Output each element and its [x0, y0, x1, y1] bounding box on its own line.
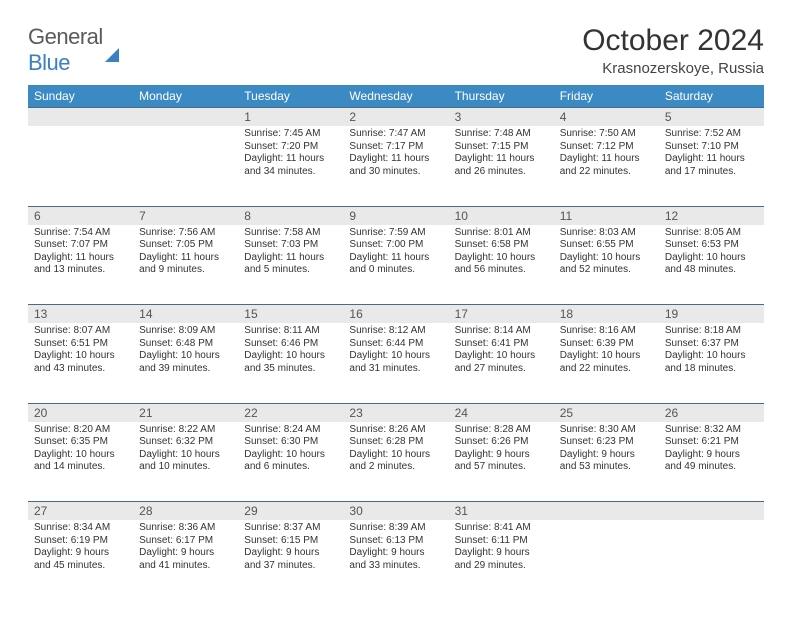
day-cell: Sunrise: 8:01 AMSunset: 6:58 PMDaylight:… [449, 225, 554, 305]
day-number: 15 [238, 305, 343, 324]
day-cell: Sunrise: 8:20 AMSunset: 6:35 PMDaylight:… [28, 422, 133, 502]
day-number: 16 [343, 305, 448, 324]
day-number: 13 [28, 305, 133, 324]
day-cell: Sunrise: 7:45 AMSunset: 7:20 PMDaylight:… [238, 126, 343, 206]
day-cell [133, 126, 238, 206]
day-number: 9 [343, 206, 448, 225]
day-cell: Sunrise: 8:26 AMSunset: 6:28 PMDaylight:… [343, 422, 448, 502]
day-cell: Sunrise: 8:03 AMSunset: 6:55 PMDaylight:… [554, 225, 659, 305]
day-cell: Sunrise: 8:24 AMSunset: 6:30 PMDaylight:… [238, 422, 343, 502]
day-header-cell: Monday [133, 85, 238, 108]
day-cell: Sunrise: 8:14 AMSunset: 6:41 PMDaylight:… [449, 323, 554, 403]
day-number: 17 [449, 305, 554, 324]
day-cell: Sunrise: 8:39 AMSunset: 6:13 PMDaylight:… [343, 520, 448, 600]
day-cell: Sunrise: 7:59 AMSunset: 7:00 PMDaylight:… [343, 225, 448, 305]
day-cell: Sunrise: 7:54 AMSunset: 7:07 PMDaylight:… [28, 225, 133, 305]
day-number: 24 [449, 403, 554, 422]
day-number [28, 108, 133, 127]
day-number [659, 502, 764, 521]
day-number: 21 [133, 403, 238, 422]
day-header-cell: Friday [554, 85, 659, 108]
day-cell: Sunrise: 8:05 AMSunset: 6:53 PMDaylight:… [659, 225, 764, 305]
day-number: 23 [343, 403, 448, 422]
day-cell: Sunrise: 8:12 AMSunset: 6:44 PMDaylight:… [343, 323, 448, 403]
day-header-cell: Saturday [659, 85, 764, 108]
day-number: 29 [238, 502, 343, 521]
calendar-table: SundayMondayTuesdayWednesdayThursdayFrid… [28, 85, 764, 600]
day-number: 28 [133, 502, 238, 521]
day-number: 26 [659, 403, 764, 422]
day-header-cell: Tuesday [238, 85, 343, 108]
day-number: 18 [554, 305, 659, 324]
day-number [554, 502, 659, 521]
day-number: 22 [238, 403, 343, 422]
day-number: 11 [554, 206, 659, 225]
day-number: 10 [449, 206, 554, 225]
day-cell [28, 126, 133, 206]
day-number: 30 [343, 502, 448, 521]
day-cell: Sunrise: 8:36 AMSunset: 6:17 PMDaylight:… [133, 520, 238, 600]
brand-logo: General Blue [28, 24, 119, 76]
day-cell: Sunrise: 8:41 AMSunset: 6:11 PMDaylight:… [449, 520, 554, 600]
brand-part1: General [28, 24, 103, 49]
day-cell: Sunrise: 7:50 AMSunset: 7:12 PMDaylight:… [554, 126, 659, 206]
day-cell: Sunrise: 8:22 AMSunset: 6:32 PMDaylight:… [133, 422, 238, 502]
day-number: 25 [554, 403, 659, 422]
day-cell: Sunrise: 8:34 AMSunset: 6:19 PMDaylight:… [28, 520, 133, 600]
day-cell: Sunrise: 8:30 AMSunset: 6:23 PMDaylight:… [554, 422, 659, 502]
day-number: 2 [343, 108, 448, 127]
day-number: 1 [238, 108, 343, 127]
day-header-cell: Wednesday [343, 85, 448, 108]
day-cell: Sunrise: 7:56 AMSunset: 7:05 PMDaylight:… [133, 225, 238, 305]
day-number: 19 [659, 305, 764, 324]
day-header-cell: Thursday [449, 85, 554, 108]
brand-triangle-icon [105, 31, 119, 62]
day-cell: Sunrise: 8:32 AMSunset: 6:21 PMDaylight:… [659, 422, 764, 502]
day-cell: Sunrise: 8:09 AMSunset: 6:48 PMDaylight:… [133, 323, 238, 403]
day-header-cell: Sunday [28, 85, 133, 108]
brand-part2: Blue [28, 50, 70, 75]
day-number: 6 [28, 206, 133, 225]
day-cell: Sunrise: 7:47 AMSunset: 7:17 PMDaylight:… [343, 126, 448, 206]
day-cell: Sunrise: 8:07 AMSunset: 6:51 PMDaylight:… [28, 323, 133, 403]
day-cell [554, 520, 659, 600]
day-cell: Sunrise: 7:52 AMSunset: 7:10 PMDaylight:… [659, 126, 764, 206]
day-number: 4 [554, 108, 659, 127]
header: General Blue October 2024 Krasnozerskoye… [28, 24, 764, 77]
day-number: 7 [133, 206, 238, 225]
day-number: 31 [449, 502, 554, 521]
day-cell [659, 520, 764, 600]
day-number: 5 [659, 108, 764, 127]
day-cell: Sunrise: 8:37 AMSunset: 6:15 PMDaylight:… [238, 520, 343, 600]
day-number: 8 [238, 206, 343, 225]
day-number: 3 [449, 108, 554, 127]
day-number: 20 [28, 403, 133, 422]
page-title: October 2024 [582, 24, 764, 58]
day-number: 14 [133, 305, 238, 324]
day-number: 12 [659, 206, 764, 225]
day-number: 27 [28, 502, 133, 521]
day-cell: Sunrise: 8:16 AMSunset: 6:39 PMDaylight:… [554, 323, 659, 403]
location-label: Krasnozerskoye, Russia [582, 60, 764, 77]
day-cell: Sunrise: 8:11 AMSunset: 6:46 PMDaylight:… [238, 323, 343, 403]
day-cell: Sunrise: 7:58 AMSunset: 7:03 PMDaylight:… [238, 225, 343, 305]
day-cell: Sunrise: 8:18 AMSunset: 6:37 PMDaylight:… [659, 323, 764, 403]
day-cell: Sunrise: 7:48 AMSunset: 7:15 PMDaylight:… [449, 126, 554, 206]
day-cell: Sunrise: 8:28 AMSunset: 6:26 PMDaylight:… [449, 422, 554, 502]
day-number [133, 108, 238, 127]
